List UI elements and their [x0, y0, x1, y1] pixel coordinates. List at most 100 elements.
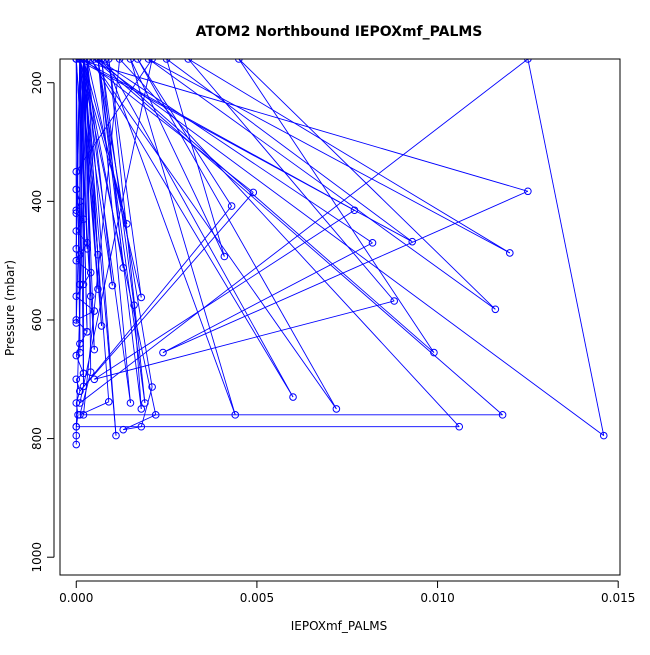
- y-tick-label: 800: [30, 427, 44, 450]
- data-point: [76, 348, 84, 357]
- data-point: [72, 209, 81, 218]
- data-point: [455, 422, 464, 431]
- data-point: [83, 244, 91, 253]
- series-line-segment: [527, 59, 605, 436]
- data-point: [90, 345, 99, 354]
- data-point: [123, 220, 131, 228]
- series-line-segment: [75, 319, 88, 333]
- data-point: [126, 399, 135, 407]
- x-tick-label: 0.010: [420, 591, 454, 605]
- series-line-segment: [83, 59, 99, 255]
- series-line-segment: [148, 59, 496, 310]
- data-point: [137, 293, 146, 302]
- series-line-segment: [94, 300, 395, 380]
- series-line-segment: [108, 59, 146, 404]
- series-line-segment: [79, 401, 109, 416]
- data-point: [72, 292, 81, 301]
- series-line-segment: [90, 59, 294, 398]
- series-line-segment: [238, 59, 496, 310]
- series-line-segment: [83, 59, 121, 415]
- data-point: [86, 268, 95, 277]
- data-point: [104, 398, 113, 406]
- data-point: [498, 411, 507, 419]
- data-point: [430, 348, 438, 357]
- series-line-segment: [148, 59, 511, 254]
- x-tick-label: 0.015: [601, 591, 635, 605]
- data-point: [368, 239, 377, 247]
- data-point: [332, 405, 341, 413]
- series-line-segment: [75, 379, 81, 392]
- data-point: [76, 339, 84, 348]
- data-point: [79, 369, 88, 378]
- series-line-segment: [133, 305, 142, 409]
- data-point: [108, 281, 117, 290]
- data-point: [72, 206, 81, 215]
- data-point: [83, 239, 91, 247]
- y-tick-label: 400: [30, 190, 44, 213]
- data-point: [227, 202, 236, 210]
- data-point: [119, 263, 128, 272]
- data-point: [350, 206, 359, 215]
- y-tick-label: 200: [30, 71, 44, 94]
- data-point: [72, 375, 81, 384]
- series-line-segment: [86, 59, 102, 326]
- series-line-segment: [119, 59, 460, 428]
- plot-frame: [59, 58, 621, 576]
- data-point: [79, 215, 88, 223]
- axes: 0.000 0.005 0.010 0.015 200 400 600 800 1000: [30, 58, 635, 605]
- data-point: [524, 187, 532, 196]
- data-point: [79, 280, 88, 289]
- data-point: [112, 431, 120, 440]
- series-line-segment: [162, 190, 529, 354]
- data-point: [76, 280, 84, 289]
- data-point: [72, 167, 81, 176]
- data-point: [506, 249, 514, 257]
- series-line-segment: [79, 372, 92, 415]
- y-tick-label: 1000: [30, 542, 44, 573]
- series-line-segment: [166, 59, 413, 243]
- series-line-segment: [75, 59, 81, 211]
- series-line-segment: [104, 59, 236, 416]
- data-point: [72, 316, 81, 324]
- data-point: [72, 227, 81, 235]
- series-line-segment: [83, 59, 95, 350]
- series-line-segment: [166, 59, 225, 257]
- series-line-segment: [97, 59, 435, 353]
- data-point: [141, 399, 149, 407]
- series-line-segment: [137, 59, 232, 207]
- series-line-segment: [75, 59, 81, 353]
- data-point: [79, 411, 88, 419]
- series-line-segment: [187, 59, 395, 302]
- x-tick-label: 0.005: [240, 591, 274, 605]
- series-line-segment: [76, 59, 528, 192]
- data-point: [491, 305, 500, 314]
- data-point: [72, 185, 81, 194]
- series-line-segment: [188, 59, 511, 254]
- data-point: [72, 244, 81, 253]
- series-line-segment: [97, 59, 146, 404]
- data-point: [390, 297, 398, 305]
- x-axis-label: IEPOXmf_PALMS: [291, 619, 388, 633]
- data-point: [72, 440, 81, 449]
- series-line-segment: [79, 59, 84, 387]
- data-point: [599, 431, 608, 440]
- plot-area: [72, 59, 608, 449]
- data-point: [86, 292, 95, 301]
- data-point: [231, 411, 240, 419]
- data-point: [72, 431, 81, 440]
- data-point: [72, 399, 81, 407]
- data-point: [159, 348, 167, 357]
- data-point: [94, 285, 102, 293]
- series-line-segment: [137, 59, 337, 410]
- series-line-segment: [86, 59, 113, 286]
- series-line-segment: [83, 59, 131, 404]
- data-point: [76, 399, 84, 407]
- y-tick-label: 600: [30, 309, 44, 332]
- series-line-segment: [79, 59, 84, 285]
- series-line-segment: [101, 59, 135, 306]
- series-line-segment: [97, 59, 131, 404]
- series-line-segment: [108, 59, 142, 298]
- data-point: [119, 425, 128, 434]
